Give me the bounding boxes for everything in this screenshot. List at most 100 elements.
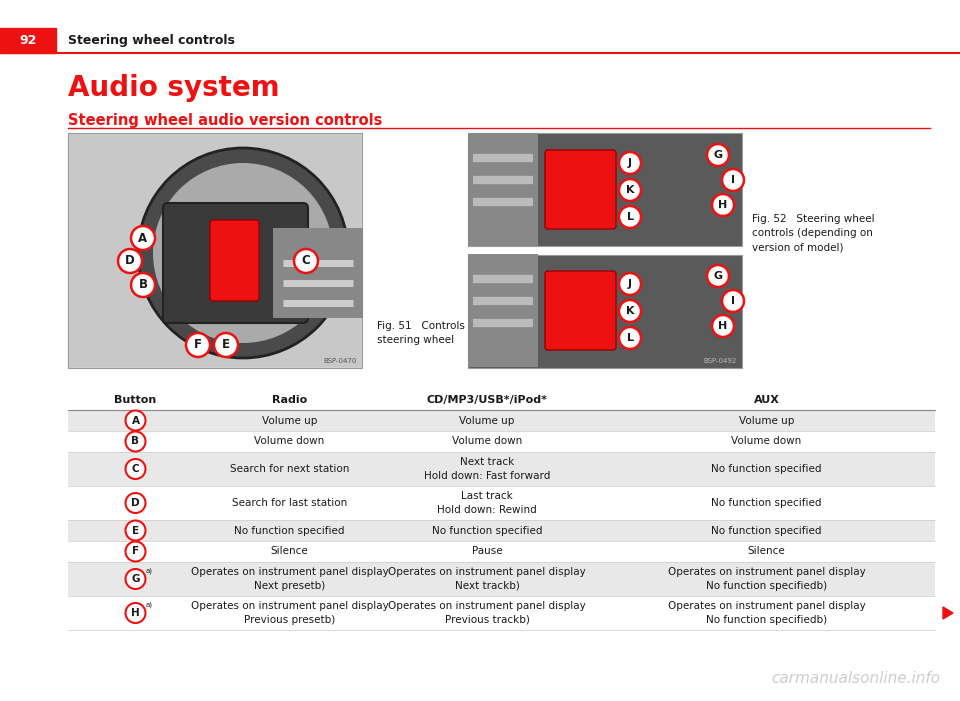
Circle shape: [722, 290, 744, 312]
Circle shape: [619, 179, 641, 201]
Text: H: H: [718, 200, 728, 210]
Text: D: D: [125, 254, 134, 268]
Bar: [273, 228, 363, 318]
Text: AUX: AUX: [754, 395, 780, 405]
Bar: [468, 133, 742, 246]
Text: A: A: [138, 231, 148, 245]
Text: Radio: Radio: [272, 395, 307, 405]
Text: F: F: [194, 339, 202, 351]
Circle shape: [126, 603, 146, 623]
Text: BSP-0470: BSP-0470: [324, 358, 357, 364]
Text: BSP-0492: BSP-0492: [704, 358, 737, 364]
Text: 92: 92: [19, 34, 36, 47]
Text: Volume down: Volume down: [732, 437, 802, 447]
Text: Steering wheel controls: Steering wheel controls: [68, 34, 235, 47]
Circle shape: [619, 152, 641, 174]
Circle shape: [138, 148, 348, 358]
Circle shape: [707, 144, 729, 166]
Text: E: E: [132, 526, 139, 536]
Text: No function specified: No function specified: [711, 464, 822, 474]
Text: I: I: [731, 296, 735, 306]
FancyBboxPatch shape: [545, 271, 616, 350]
Text: G: G: [132, 574, 140, 584]
Text: L: L: [627, 212, 634, 222]
Circle shape: [619, 327, 641, 349]
Text: Last track
Hold down: Rewind: Last track Hold down: Rewind: [437, 491, 537, 515]
Text: No function specified: No function specified: [711, 526, 822, 536]
Text: H: H: [132, 608, 140, 618]
Circle shape: [126, 521, 146, 540]
Bar: [468, 254, 538, 367]
Bar: [68, 562, 935, 596]
FancyBboxPatch shape: [210, 220, 259, 301]
Text: G: G: [713, 150, 723, 160]
FancyBboxPatch shape: [163, 203, 308, 323]
Circle shape: [126, 432, 146, 451]
Text: a): a): [146, 568, 153, 574]
Text: J: J: [628, 279, 632, 289]
Text: K: K: [626, 185, 635, 195]
Bar: [68, 133, 362, 368]
Text: L: L: [627, 333, 634, 343]
Text: B: B: [132, 437, 139, 447]
Text: C: C: [301, 254, 310, 268]
Text: Volume up: Volume up: [262, 416, 317, 426]
Circle shape: [619, 273, 641, 295]
Text: Silence: Silence: [748, 547, 785, 557]
Bar: [0, 28, 56, 53]
Circle shape: [126, 569, 146, 589]
Text: Operates on instrument panel display
Previous presetb): Operates on instrument panel display Pre…: [191, 601, 389, 625]
Text: Next track
Hold down: Fast forward: Next track Hold down: Fast forward: [423, 457, 550, 481]
Text: Audio system: Audio system: [68, 74, 279, 102]
Circle shape: [707, 265, 729, 287]
Circle shape: [619, 300, 641, 322]
Text: No function specified: No function specified: [432, 526, 542, 536]
Text: A: A: [132, 416, 139, 426]
FancyBboxPatch shape: [545, 150, 616, 229]
Circle shape: [712, 194, 734, 216]
Text: J: J: [628, 158, 632, 168]
Text: Volume down: Volume down: [254, 437, 324, 447]
Text: carmanualsonline.info: carmanualsonline.info: [771, 671, 940, 686]
Circle shape: [712, 315, 734, 337]
Text: Operates on instrument panel display
Next trackb): Operates on instrument panel display Nex…: [388, 567, 586, 591]
Bar: [468, 133, 538, 246]
Bar: [468, 255, 742, 368]
Circle shape: [186, 333, 210, 357]
Polygon shape: [943, 607, 953, 619]
Text: No function specified: No function specified: [711, 498, 822, 508]
Bar: [68, 410, 935, 431]
Text: Volume up: Volume up: [459, 416, 515, 426]
Text: Silence: Silence: [271, 547, 308, 557]
Text: Pause: Pause: [471, 547, 502, 557]
Text: Search for next station: Search for next station: [229, 464, 349, 474]
Text: I: I: [731, 175, 735, 185]
Circle shape: [214, 333, 238, 357]
Text: G: G: [713, 271, 723, 281]
Bar: [68, 452, 935, 486]
Circle shape: [126, 459, 146, 479]
Text: Volume down: Volume down: [452, 437, 522, 447]
Text: Search for last station: Search for last station: [232, 498, 348, 508]
Text: C: C: [132, 464, 139, 474]
Circle shape: [126, 411, 146, 430]
Text: Operates on instrument panel display
No function specifiedb): Operates on instrument panel display No …: [667, 601, 865, 625]
Circle shape: [126, 493, 146, 513]
Text: Fig. 51   Controls on the
steering wheel: Fig. 51 Controls on the steering wheel: [377, 321, 501, 345]
Text: F: F: [132, 547, 139, 557]
Text: K: K: [626, 306, 635, 316]
Circle shape: [126, 541, 146, 562]
Circle shape: [722, 169, 744, 191]
Circle shape: [131, 273, 155, 297]
Circle shape: [153, 163, 333, 343]
Text: Operates on instrument panel display
Next presetb): Operates on instrument panel display Nex…: [191, 567, 389, 591]
Circle shape: [619, 206, 641, 228]
Text: Fig. 52   Steering wheel
controls (depending on
version of model): Fig. 52 Steering wheel controls (dependi…: [752, 214, 875, 252]
Circle shape: [294, 249, 318, 273]
Text: No function specified: No function specified: [234, 526, 345, 536]
Circle shape: [118, 249, 142, 273]
Text: E: E: [222, 339, 230, 351]
Text: B: B: [138, 278, 148, 292]
Bar: [68, 520, 935, 541]
Circle shape: [131, 226, 155, 250]
